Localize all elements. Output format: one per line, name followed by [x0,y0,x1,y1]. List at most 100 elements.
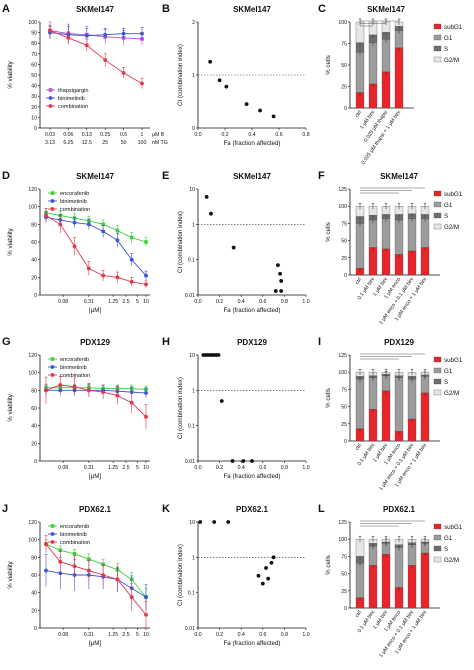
x-tick-label: 0.8 [281,632,288,638]
legend-label-combination: combination [58,104,88,110]
legend-label-G2/M: G2/M [444,557,459,564]
legend-swatch-subG1 [433,190,442,197]
data-point-encorafenib [72,552,77,556]
legend-swatch-G1 [433,534,442,541]
legend-label-subG1: subG1 [444,357,463,364]
y-tick-label: 1 [192,388,195,394]
chart-title-j: PDX62.1 [79,505,112,514]
x-tick-label: ctrl [354,443,363,452]
legend-swatch-subG1 [433,23,442,30]
legend-marker [50,524,55,528]
x-tick-label: 0.8 [281,465,288,471]
x-tick-label: 1 [141,132,144,138]
x-tick-label: 0.5 [120,132,127,138]
x-tick-label: 0.31 [84,465,94,471]
scatter-chart-k: 0.01 0.1 1 10 0.0 0.2 0.4 0.6 0.8 1.0 Fa (fraction… [185,520,310,647]
legend-marker [50,365,55,369]
legend-label-combination: combination [60,207,90,213]
y-tick-label: 90 [31,31,37,37]
chart-title-a: SKMel147 [76,5,114,14]
data-point-encorafenib [87,557,91,561]
legend-label-subG1: subG1 [444,524,463,531]
y-tick-label: 80 [31,41,37,47]
data-point [212,520,217,524]
chart-title-g: PDX129 [80,338,110,347]
y-tick-label: 75 [341,221,347,227]
y-tick-label: 10 [189,353,195,359]
data-point [264,566,268,570]
panel-letter-h: H [162,336,170,348]
legend-swatch-G2/M [433,389,442,396]
y-tick-label: 100 [338,20,347,26]
legend-swatch-S [433,378,442,385]
x-tick-label-secondary: 100 [138,140,147,146]
data-point-binimetinib [58,571,63,576]
legend-marker [50,191,55,195]
data-point-binimetinib [144,273,148,278]
x-axis-label: Fa (fraction affected) [224,640,281,647]
data-point-combination [72,564,77,569]
legend-marker [48,104,53,108]
x-tick-label: 0.06 [63,132,73,138]
x-tick-label-secondary: 3.13 [45,140,55,146]
y-tick-label: 0.01 [185,459,195,465]
x-tick-label: 2.5 [122,299,129,305]
x-tick-label: 0.0 [194,632,201,638]
bar-segment-G1 [381,218,391,250]
bar-segment-subG1 [420,247,430,276]
data-point [244,102,249,107]
y-tick-label: 0 [34,626,37,632]
x-tick-label: 10 [143,299,149,305]
y-tick-label: 50 [341,572,347,578]
legend-label-G1: G1 [444,35,453,42]
panel-letter-c: C [318,3,326,15]
y-tick-label: 1 [192,555,195,561]
y-tick-label: 0.1 [188,591,195,597]
data-point-combination [101,573,106,577]
x-tick-label: ctrl [354,610,363,619]
bar-segment-subG1 [420,392,430,442]
x-tick-label: 0.0 [194,132,201,138]
data-point [250,459,254,463]
x-tick-label: 0.03 [45,132,55,138]
y-tick-label: 125 [338,187,347,193]
data-point [217,78,222,83]
data-point [231,245,236,250]
x-axis-label: [μM] [89,307,101,314]
chart-title-k: PDX62.1 [236,505,269,514]
data-point-combination [115,393,120,398]
y-tick-label: 0.1 [188,424,195,430]
y-tick-label: 0 [192,126,195,132]
y-tick-label: 100 [28,538,37,544]
legend-label-binimetinib: binimetinib [60,365,87,371]
bar-segment-subG1 [394,587,404,609]
x-tick-label: 0.2 [216,299,223,305]
bar-segment-subG1 [381,390,391,442]
legend-marker [50,540,55,544]
panel-letter-l: L [318,503,325,515]
legend-label-encorafenib: encorafenib [60,524,89,530]
data-point [198,520,203,524]
legend-label-combination: combination [60,540,90,546]
y-tick-label: 125 [338,520,347,526]
y-tick-label: 20 [31,441,37,447]
x-tick-label-secondary: 25 [102,140,108,146]
data-point-encorafenib [129,235,134,240]
y-tick-label: 1 [192,73,195,79]
y-tick-label: 40 [31,258,37,264]
y-tick-label: 25 [341,422,347,428]
y-tick-label: 80 [31,222,37,228]
legend-marker [50,199,55,203]
series-line-binimetinib [45,570,147,598]
series-line-thapsigargin [49,30,143,40]
data-point-combination [48,28,52,33]
data-point-combination [129,595,134,599]
data-point-combination [66,36,71,40]
y-tick-label: 0 [344,273,347,279]
data-point [271,555,276,560]
y-tick-label: 1 [192,222,195,228]
data-point-binimetinib [115,238,120,243]
y-tick-label: 0.1 [188,258,195,264]
y-tick-label: 10 [189,187,195,193]
